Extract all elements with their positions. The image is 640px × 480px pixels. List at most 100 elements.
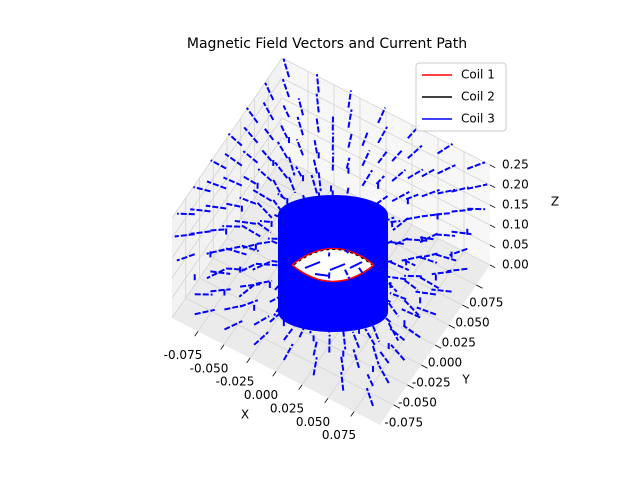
grid-line [171, 137, 283, 299]
field-vector [384, 275, 407, 281]
field-vector [358, 287, 366, 300]
field-vector [239, 196, 257, 205]
legend-label: Coil 1 [461, 68, 495, 82]
field-vector [282, 343, 294, 361]
field-vector [391, 190, 410, 202]
y-tick-label: 0.050 [455, 316, 489, 330]
z-tick-label: 0.20 [502, 178, 529, 192]
y-tick [434, 344, 442, 349]
field-vector [416, 306, 437, 316]
field-vector [226, 202, 241, 208]
field-vector [466, 161, 486, 170]
x-tick [350, 411, 355, 417]
z-tick [489, 224, 496, 229]
field-vector [373, 284, 388, 300]
field-vector [391, 149, 403, 162]
x-tick-label: 0.075 [322, 428, 356, 442]
field-vector [375, 195, 389, 205]
field-vector [361, 308, 376, 326]
field-vector [263, 126, 275, 141]
field-vector [276, 141, 289, 159]
field-vector [347, 90, 352, 108]
z-tick-label: 0.15 [502, 198, 529, 212]
z-tick [489, 204, 496, 209]
y-tick-label: -0.025 [412, 376, 451, 390]
field-vector [311, 210, 317, 216]
field-vector [223, 176, 243, 187]
field-vector [291, 256, 301, 264]
field-vector [431, 270, 452, 276]
field-vector [351, 331, 360, 349]
field-vector [406, 238, 428, 242]
field-vector [224, 320, 243, 331]
field-vector [193, 186, 211, 193]
z-tick-label: 0.05 [502, 238, 529, 252]
z-tick [489, 244, 496, 249]
field-vector [407, 124, 420, 139]
field-vector [282, 58, 290, 78]
field-vector [419, 276, 440, 289]
x-tick [220, 344, 225, 350]
field-vector [274, 161, 289, 179]
field-vector [312, 157, 318, 174]
field-vector [281, 78, 290, 98]
field-vector [315, 74, 320, 93]
grid-line [171, 77, 283, 239]
field-vector [361, 131, 369, 147]
field-vector [296, 116, 304, 136]
y-tick [393, 404, 401, 409]
field-vector [190, 208, 211, 213]
x-tick [194, 331, 199, 337]
field-vector [340, 371, 345, 391]
field-vector [298, 301, 311, 318]
field-vector [419, 252, 438, 259]
x-tick-label: 0.050 [296, 415, 330, 429]
field-vector [361, 150, 371, 167]
field-vector [252, 261, 271, 271]
field-vector [206, 180, 227, 190]
x-tick [298, 384, 303, 390]
field-vector [209, 228, 225, 232]
field-vector [358, 307, 367, 326]
field-vector [310, 174, 318, 194]
field-vector [389, 292, 407, 301]
field-vector [298, 321, 308, 338]
field-vector [378, 365, 390, 384]
chart-title: Magnetic Field Vectors and Current Path [187, 36, 467, 52]
field-vector [210, 288, 231, 293]
y-axis-label: Y [461, 373, 470, 387]
field-vector [358, 267, 365, 275]
field-vector [345, 157, 351, 169]
field-vector [252, 189, 273, 202]
field-vector [194, 308, 215, 316]
field-vector [405, 193, 419, 201]
field-vector [288, 156, 296, 176]
grid-line [171, 117, 283, 279]
field-vector [377, 107, 387, 124]
field-vector [365, 387, 374, 407]
field-vector [375, 175, 385, 185]
grid-line [281, 117, 491, 226]
field-vector [366, 373, 374, 387]
field-vector [421, 167, 437, 178]
field-vector [261, 149, 273, 162]
field-vector [403, 299, 420, 316]
y-tick-label: 0.075 [469, 296, 503, 310]
field-vector [467, 183, 488, 190]
field-vector [219, 245, 241, 252]
field-vector [242, 150, 259, 164]
y-tick-label: -0.050 [398, 396, 437, 410]
field-vector [347, 132, 353, 148]
field-vector [352, 349, 360, 369]
x-tick [246, 357, 251, 364]
grid-line [171, 157, 283, 319]
field-vector [256, 221, 272, 234]
field-vector [340, 314, 346, 330]
coil-1 [291, 247, 375, 266]
legend-box [415, 62, 507, 132]
field-vector [264, 82, 275, 101]
field-vector [360, 201, 367, 208]
field-vector [376, 309, 392, 323]
field-vector [234, 219, 256, 225]
